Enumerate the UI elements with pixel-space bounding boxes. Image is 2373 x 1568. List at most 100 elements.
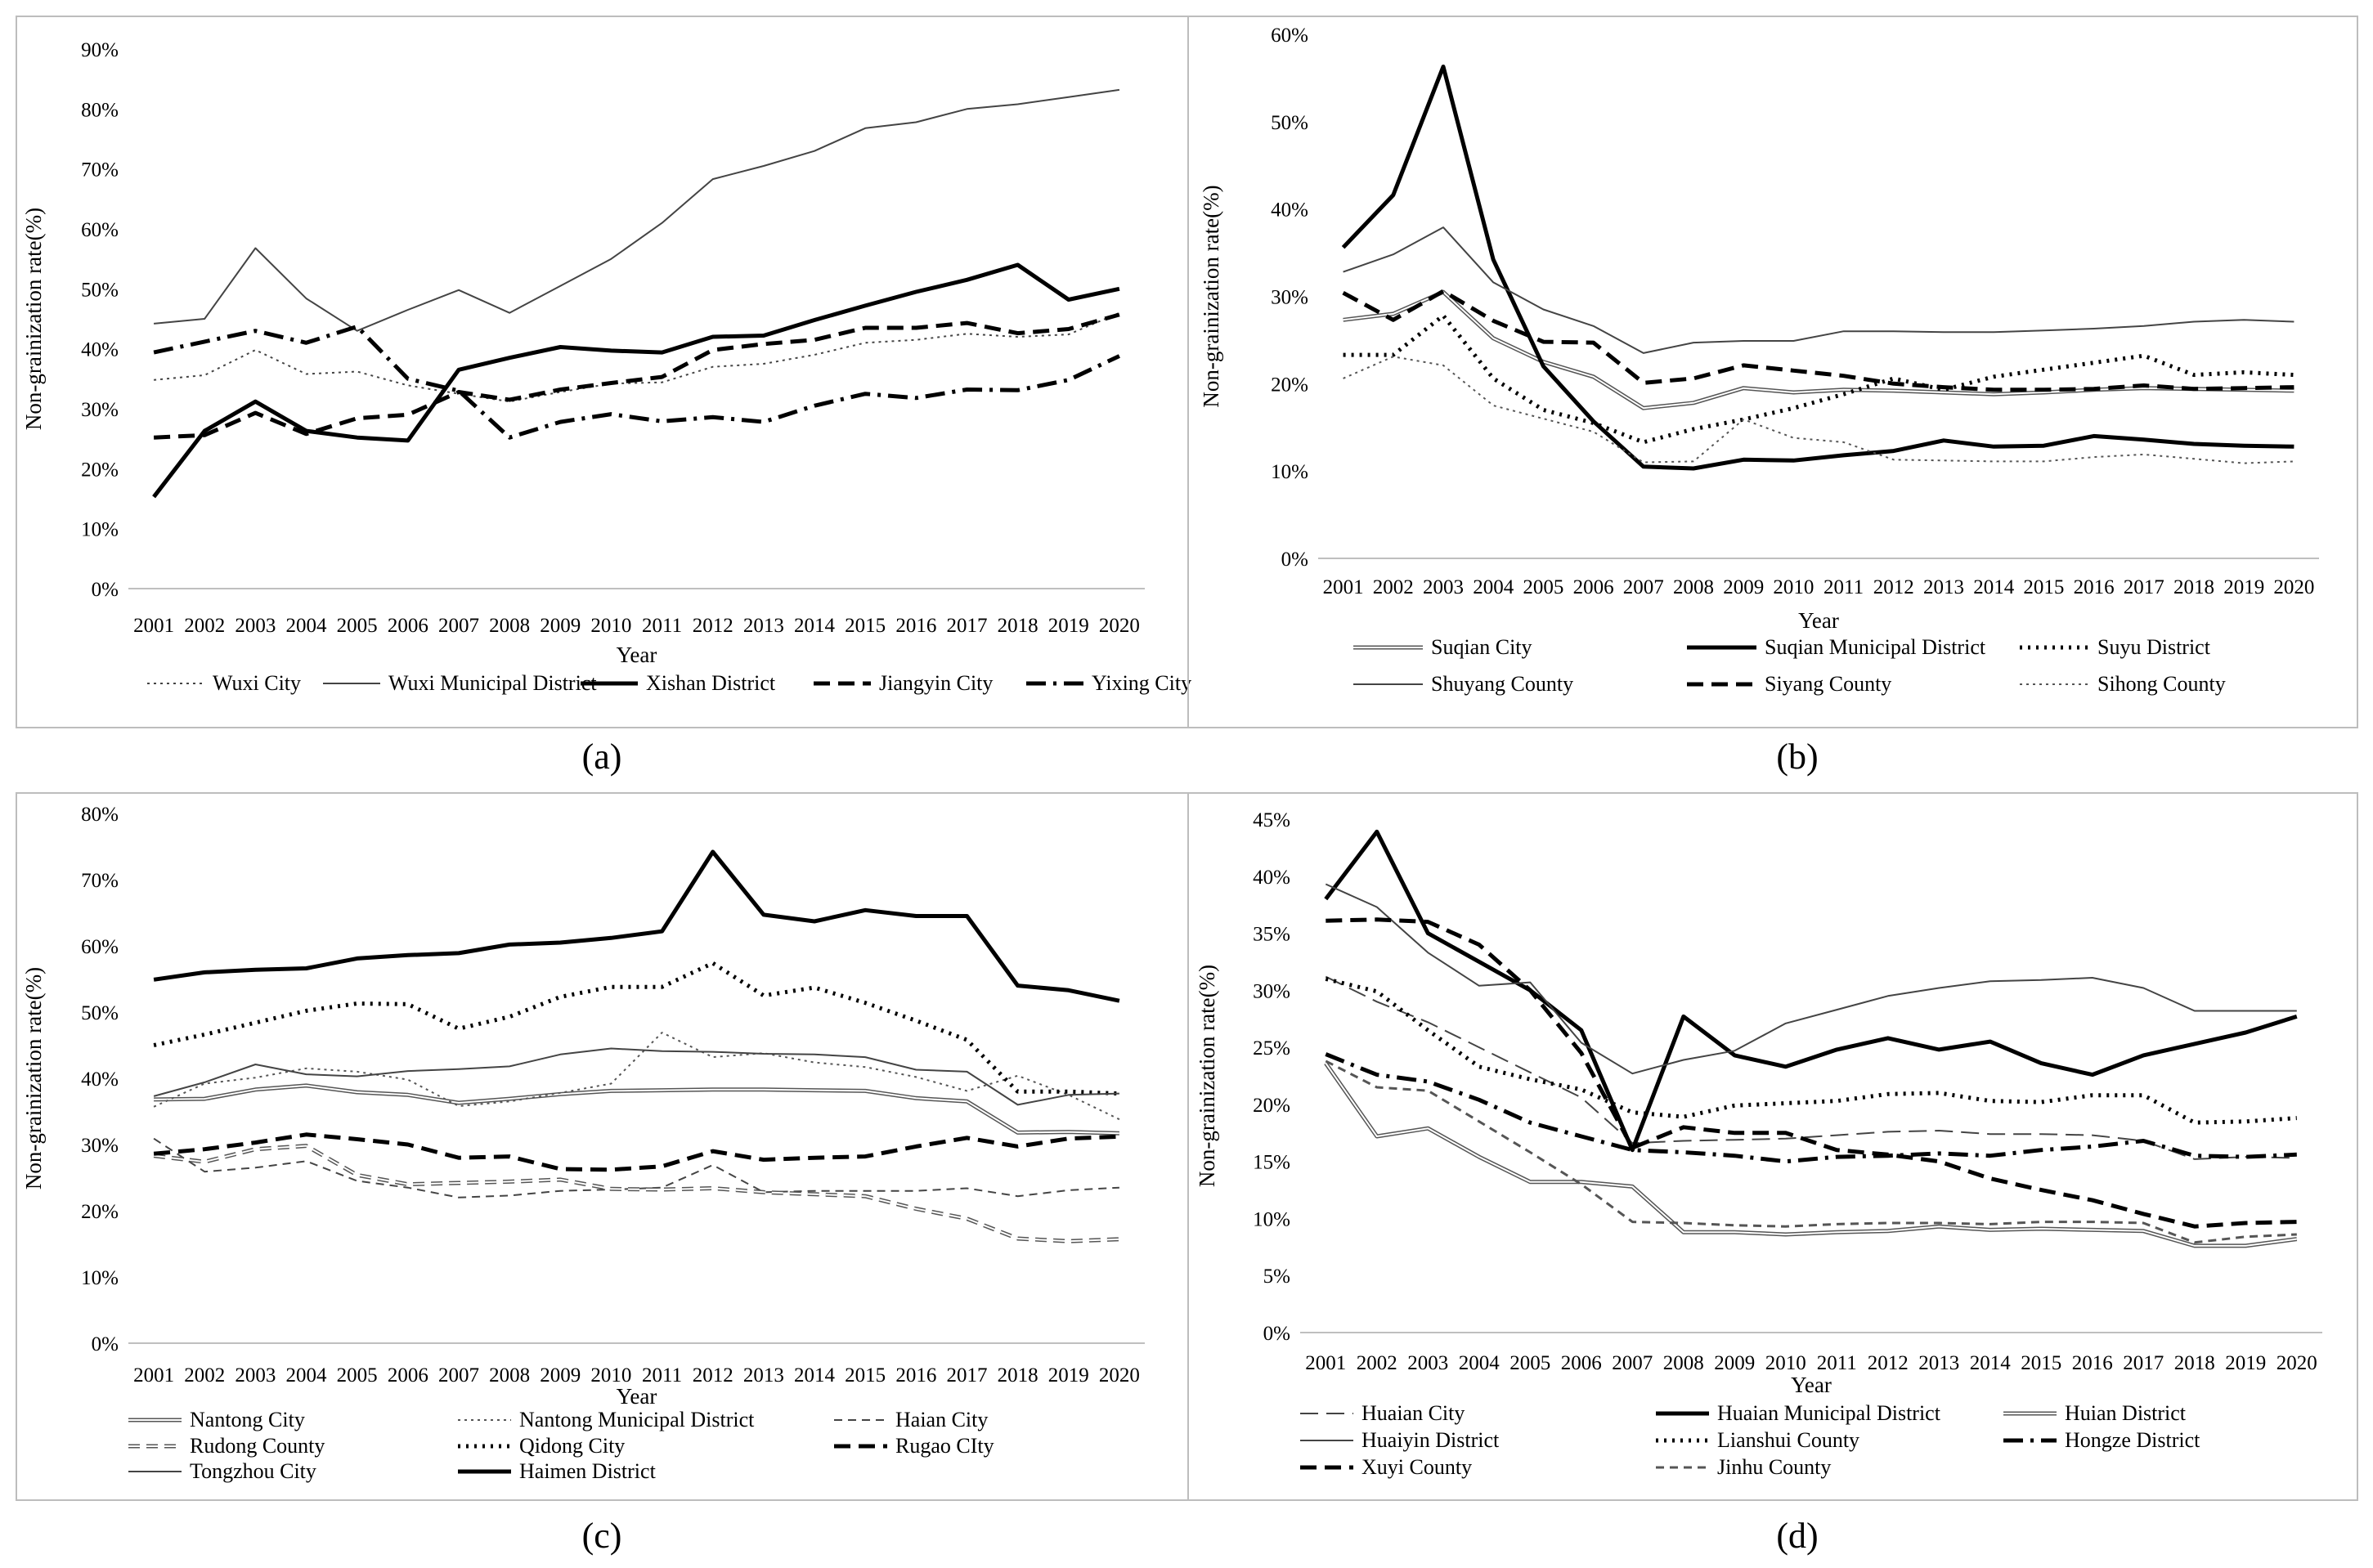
series-line-tongzhou-city [153,1047,1119,1106]
x-tick-label: 2003 [235,615,276,637]
x-tick-label: 2012 [1873,576,1914,598]
series-line-huian-district [1324,1062,2298,1248]
y-tick-label: 20% [81,1201,119,1223]
y-tick-label: 25% [1253,1037,1290,1060]
legend-label: Nantong City [190,1408,305,1431]
series-line-qidong-city [153,961,1119,1096]
x-tick-label: 2014 [1973,576,2015,598]
x-tick-label: 2018 [2173,576,2214,598]
y-axis-title: Non-grainization rate(%) [21,208,46,430]
x-tick-label: 2015 [845,615,886,637]
x-tick-label: 2010 [1773,576,1814,598]
x-tick-label: 2019 [1048,1364,1089,1387]
legend-label: Jiangyin City [879,671,993,695]
x-tick-label: 2008 [489,615,530,637]
x-tick-label: 2015 [2021,1352,2061,1374]
panel-caption: (b) [1776,737,1818,777]
x-axis-title: Year [1798,608,1839,633]
x-tick-label: 2004 [1459,1352,1501,1374]
x-tick-label: 2013 [743,615,784,637]
x-tick-label: 2016 [2072,1352,2113,1374]
x-tick-label: 2002 [184,615,225,637]
x-tick-label: 2017 [2123,1352,2164,1374]
series-line-suqian-city-inner [1343,291,2294,410]
x-tick-label: 2004 [286,1364,328,1387]
x-tick-label: 2017 [2124,576,2164,598]
y-tick-label: 50% [81,1002,119,1024]
series-line-huaiyin-district [1325,883,2297,1075]
x-tick-label: 2003 [235,1364,276,1387]
x-tick-label: 2007 [1623,576,1664,598]
series-line-suyu-district [1343,313,2294,445]
y-tick-label: 0% [92,1333,119,1355]
series-line-nantong-city-inner [154,1084,1119,1135]
x-tick-label: 2011 [1823,576,1864,598]
x-tick-label: 2004 [1473,576,1514,598]
x-tick-label: 2010 [590,1364,631,1387]
legend-label: Yixing City [1092,671,1191,695]
x-tick-label: 2001 [1305,1352,1346,1374]
x-tick-label: 2011 [642,1364,682,1387]
legend-label: Huaian City [1361,1401,1465,1425]
y-tick-label: 5% [1263,1266,1290,1288]
y-tick-label: 30% [1253,980,1290,1002]
x-tick-label: 2005 [337,1364,378,1387]
y-tick-label: 70% [81,870,119,892]
x-tick-label: 2014 [794,615,836,637]
x-tick-label: 2014 [1970,1352,2012,1374]
y-tick-label: 30% [81,1135,119,1157]
legend-label: Rudong County [190,1434,325,1458]
panel-frame [1187,792,2358,1501]
legend-label: Haimen District [519,1459,657,1483]
y-axis-title: Non-grainization rate(%) [21,967,46,1189]
series-line-xuyi-county [1326,917,2297,1229]
y-tick-label: 10% [81,519,119,541]
x-tick-label: 2009 [540,1364,581,1387]
y-tick-label: 30% [81,399,119,421]
series-line-xishan-district [152,262,1120,499]
legend-label: Hongze District [2065,1428,2200,1452]
x-tick-label: 2001 [133,1364,174,1387]
series-lines [1324,829,2298,1248]
y-tick-label: 45% [1253,809,1290,831]
x-tick-label: 2008 [1673,576,1714,598]
x-tick-label: 2016 [2074,576,2115,598]
series-line-rudong-county [153,1144,1120,1243]
panel-caption: (c) [582,1516,622,1556]
legend-label: Wuxi City [213,671,301,695]
x-tick-label: 2007 [1612,1352,1653,1374]
x-tick-label: 2008 [489,1364,530,1387]
x-tick-label: 2017 [946,1364,987,1387]
series-line-haimen-district [153,849,1120,1003]
x-tick-label: 2010 [1765,1352,1806,1374]
x-tick-label: 2012 [1868,1352,1909,1374]
y-tick-label: 50% [81,279,119,301]
x-tick-label: 2002 [184,1364,225,1387]
x-axis-title: Year [617,1384,657,1409]
x-tick-label: 2018 [998,1364,1038,1387]
legend-label: Huian District [2065,1401,2187,1425]
y-tick-label: 40% [1271,199,1308,222]
legend-label: Suqian City [1431,635,1532,659]
x-tick-label: 2015 [2023,576,2064,598]
x-tick-label: 2015 [845,1364,886,1387]
y-tick-label: 10% [1253,1208,1290,1230]
series-line-sihong-county [1343,356,2294,464]
series-line-jinhu-county [1325,1060,2297,1244]
x-tick-label: 2003 [1407,1352,1448,1374]
x-axis-title: Year [1791,1373,1832,1397]
y-tick-label: 80% [81,804,119,826]
series-line-suqian-municipal-district [1341,65,2294,471]
series-line-haian-city [153,1137,1119,1198]
x-tick-label: 2013 [1918,1352,1959,1374]
series-line-nantong-city [154,1083,1119,1136]
x-tick-label: 2010 [590,615,631,637]
y-tick-label: 30% [1271,287,1308,309]
legend: Suqian City Suqian Municipal District Suyu… [1353,635,2226,696]
legend: Wuxi City Wuxi Municipal District Xishan D… [147,671,1191,695]
y-tick-label: 80% [81,99,119,121]
legend-label: Huaian Municipal District [1717,1401,1941,1425]
legend-label: Sihong County [2097,672,2226,696]
x-tick-label: 2001 [133,615,174,637]
x-tick-label: 2005 [337,615,378,637]
